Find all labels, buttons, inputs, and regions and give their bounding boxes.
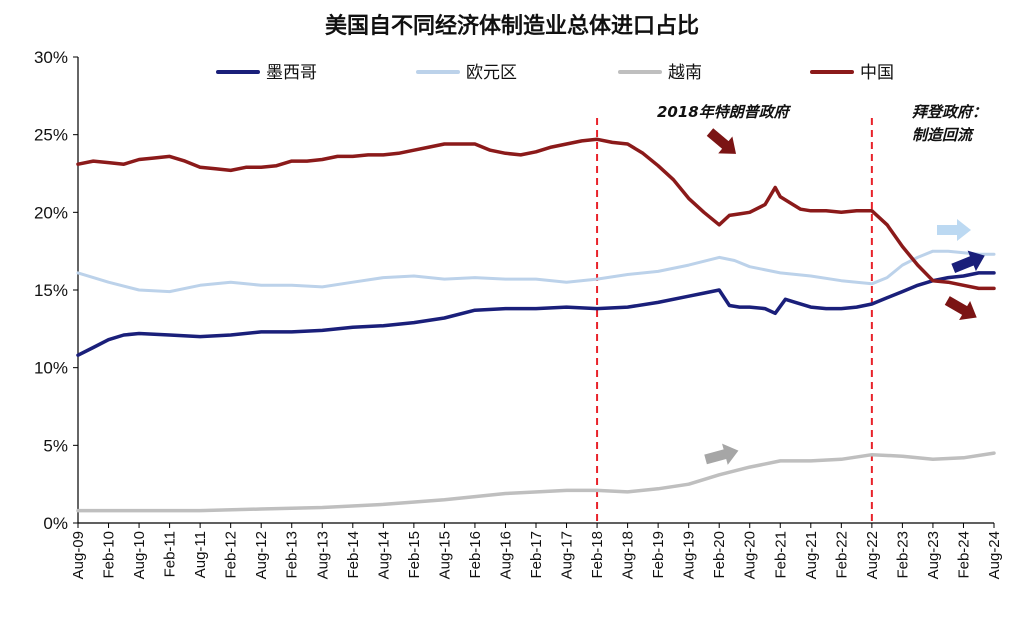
x-tick-label: Aug-12 xyxy=(253,531,270,579)
series-line-0 xyxy=(76,271,996,357)
vietnam-arrow xyxy=(704,443,739,465)
euro-arrow-2024 xyxy=(937,219,971,241)
series-line-2 xyxy=(76,451,996,513)
x-tick-label: Feb-12 xyxy=(223,531,240,579)
annotation-biden-line1: 拜登政府： xyxy=(912,103,987,121)
x-tick-label: Feb-18 xyxy=(589,531,606,579)
x-tick-label: Feb-15 xyxy=(406,531,423,579)
x-tick-label: Feb-17 xyxy=(528,531,545,579)
series-line-1 xyxy=(76,249,996,294)
x-tick-label: Feb-16 xyxy=(467,531,484,579)
annotations: 2018年特朗普政府 拜登政府： 制造回流 xyxy=(657,103,987,465)
x-tick-label: Aug-13 xyxy=(314,531,331,579)
y-tick-label: 25% xyxy=(34,126,68,145)
series-lines xyxy=(76,137,996,513)
x-tick-label: Feb-22 xyxy=(833,531,850,579)
x-tick-label: Aug-17 xyxy=(559,531,576,579)
y-tick-label: 15% xyxy=(34,281,68,300)
mexico-arrow-2024 xyxy=(951,250,985,274)
x-tick-label: Aug-24 xyxy=(986,531,1003,579)
x-tick-label: Feb-19 xyxy=(650,531,667,579)
x-tick-label: Aug-23 xyxy=(925,531,942,579)
y-tick-label: 10% xyxy=(34,359,68,378)
x-tick-label: Aug-15 xyxy=(436,531,453,579)
legend-label-0: 墨西哥 xyxy=(266,63,317,83)
x-tick-label: Aug-22 xyxy=(864,531,881,579)
x-tick-label: Aug-10 xyxy=(131,531,148,579)
x-tick-label: Aug-19 xyxy=(681,531,698,579)
x-tick-label: Feb-24 xyxy=(955,531,972,579)
annotation-trump: 2018年特朗普政府 xyxy=(657,103,792,121)
china-arrow-2024 xyxy=(944,296,977,321)
legend-label-3: 中国 xyxy=(860,63,894,83)
y-tick-label: 20% xyxy=(34,203,68,222)
china-arrow-2018 xyxy=(706,128,737,154)
legend-label-1: 欧元区 xyxy=(466,63,517,83)
x-tick-label: Aug-20 xyxy=(742,531,759,579)
vertical-reference-lines xyxy=(596,118,873,523)
x-tick-label: Feb-21 xyxy=(772,531,789,579)
x-tick-label: Feb-10 xyxy=(101,531,118,579)
x-tick-label: Aug-09 xyxy=(70,531,87,579)
x-tick-label: Feb-14 xyxy=(345,531,362,579)
x-tick-label: Feb-11 xyxy=(162,531,179,577)
legend: 墨西哥 欧元区 越南 中国 xyxy=(216,63,894,83)
axes: 0% 5% 10% 15% 20% 25% 30% Aug-09 Feb-10 Aug-10 Feb… xyxy=(34,48,1003,579)
x-tick-label: Feb-23 xyxy=(894,531,911,579)
y-tick-label: 0% xyxy=(43,514,68,533)
chart-title: 美国自不同经济体制造业总体进口占比 xyxy=(324,14,699,39)
annotation-biden-line2: 制造回流 xyxy=(912,126,975,144)
x-tick-label: Feb-20 xyxy=(711,531,728,579)
x-tick-label: Aug-18 xyxy=(620,531,637,579)
x-tick-label: Aug-14 xyxy=(375,531,392,579)
x-tick-label: Feb-13 xyxy=(284,531,301,579)
x-tick-label: Aug-11 xyxy=(192,531,209,578)
series-line-3 xyxy=(76,137,996,291)
y-tick-label: 5% xyxy=(43,436,68,455)
x-tick-label: Aug-16 xyxy=(497,531,514,579)
x-tick-label: Aug-21 xyxy=(803,531,820,579)
legend-label-2: 越南 xyxy=(668,63,702,83)
y-tick-label: 30% xyxy=(34,48,68,67)
